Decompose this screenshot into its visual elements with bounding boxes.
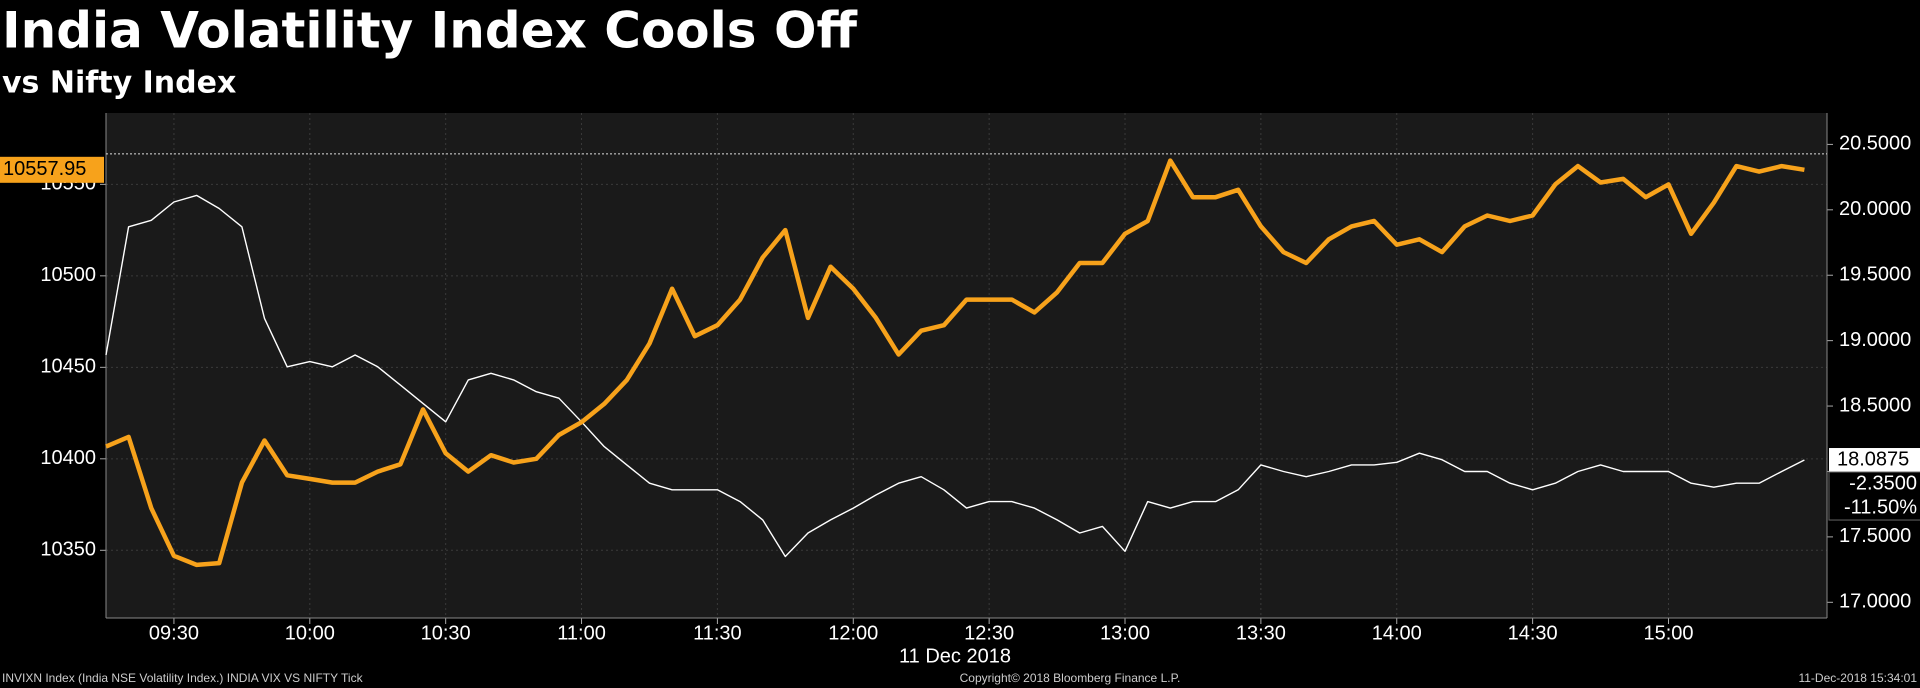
y2-tick-label: 20.5000 bbox=[1839, 133, 1911, 155]
y-tick-label: 10500 bbox=[40, 264, 96, 286]
x-tick-label: 11:30 bbox=[693, 622, 742, 644]
y-tick-label: 10400 bbox=[40, 447, 96, 469]
y2-tick-label: 20.0000 bbox=[1839, 198, 1911, 220]
x-tick-label: 13:30 bbox=[1236, 622, 1286, 644]
last-value-box bbox=[0, 156, 104, 183]
x-tick-label: 15:00 bbox=[1643, 622, 1693, 644]
x-tick-label: 14:00 bbox=[1372, 622, 1422, 644]
y2-tick-label: 17.0000 bbox=[1839, 591, 1911, 613]
x-tick-label: 12:00 bbox=[828, 622, 878, 644]
footer-right: 11-Dec-2018 15:34:01 bbox=[1798, 671, 1917, 685]
x-tick-label: 12:30 bbox=[964, 622, 1014, 644]
series-line bbox=[105, 158, 1805, 568]
x-tick-label: 09:30 bbox=[149, 622, 199, 644]
last-value-label: 18.0875 bbox=[1837, 448, 1909, 470]
chart-subtitle: vs Nifty Index bbox=[2, 66, 236, 101]
series-line bbox=[105, 194, 1805, 558]
y2-tick-label: 17.5000 bbox=[1839, 525, 1911, 547]
change-pct-label: -11.50% bbox=[1844, 496, 1917, 518]
x-tick-label: 14:30 bbox=[1508, 622, 1558, 644]
footer-center: Copyright© 2018 Bloomberg Finance L.P. bbox=[960, 671, 1181, 685]
y2-tick-label: 19.0000 bbox=[1839, 329, 1911, 351]
x-tick-label: 10:30 bbox=[421, 622, 471, 644]
last-value-label: 10557.95 bbox=[3, 158, 86, 180]
plot-area bbox=[106, 113, 1827, 618]
y2-tick-label: 18.5000 bbox=[1839, 394, 1911, 416]
x-axis-label: 11 Dec 2018 bbox=[899, 645, 1011, 667]
chart-title: India Volatility Index Cools Off bbox=[2, 2, 857, 60]
footer-left: INVIXN Index (India NSE Volatility Index… bbox=[2, 671, 364, 685]
change-box bbox=[1828, 471, 1920, 521]
y2-tick-label: 19.5000 bbox=[1839, 264, 1911, 286]
x-tick-label: 10:00 bbox=[285, 622, 335, 644]
x-tick-label: 13:00 bbox=[1100, 622, 1150, 644]
y-tick-label: 10450 bbox=[40, 356, 96, 378]
last-value-box bbox=[1829, 448, 1920, 473]
x-tick-label: 11:00 bbox=[557, 622, 606, 644]
change-label: -2.3500 bbox=[1849, 472, 1917, 494]
y-tick-label: 10350 bbox=[40, 539, 96, 561]
